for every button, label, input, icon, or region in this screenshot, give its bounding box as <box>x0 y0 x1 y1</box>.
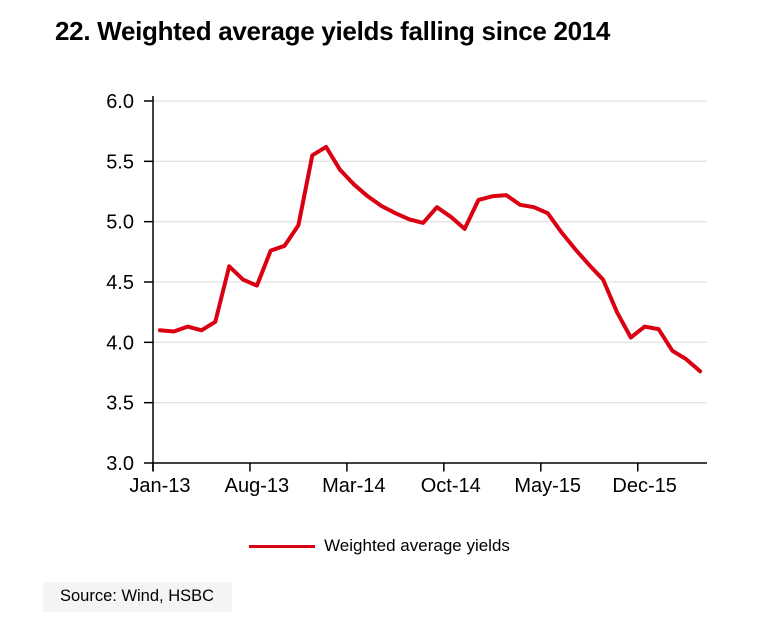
x-axis-tick-label: Dec-15 <box>612 475 676 497</box>
x-axis-tick-label: Mar-14 <box>322 475 385 497</box>
y-axis-tick-label: 4.0 <box>106 332 134 354</box>
legend-line-swatch <box>249 544 316 548</box>
x-axis-tick-label: Aug-13 <box>225 475 290 497</box>
x-axis-tick-label: Jan-13 <box>129 475 190 497</box>
y-axis-tick-label: 6.0 <box>106 91 134 113</box>
y-axis-tick-label: 3.5 <box>106 393 134 415</box>
y-axis-tick-label: 5.0 <box>106 212 134 234</box>
x-axis-tick-label: May-15 <box>514 475 581 497</box>
legend: Weighted average yields <box>0 533 759 559</box>
series-line-weighted-average-yields <box>157 144 703 374</box>
y-axis-tick-label: 4.5 <box>106 272 134 294</box>
chart-title: 22. Weighted average yields falling sinc… <box>55 16 611 46</box>
y-axis-tick-label: 5.5 <box>106 151 134 173</box>
legend-label: Weighted average yields <box>324 536 510 555</box>
x-axis-tick-label: Oct-14 <box>421 475 481 497</box>
y-axis-tick-label: 3.0 <box>106 453 134 475</box>
source-note: Source: Wind, HSBC <box>43 582 233 612</box>
